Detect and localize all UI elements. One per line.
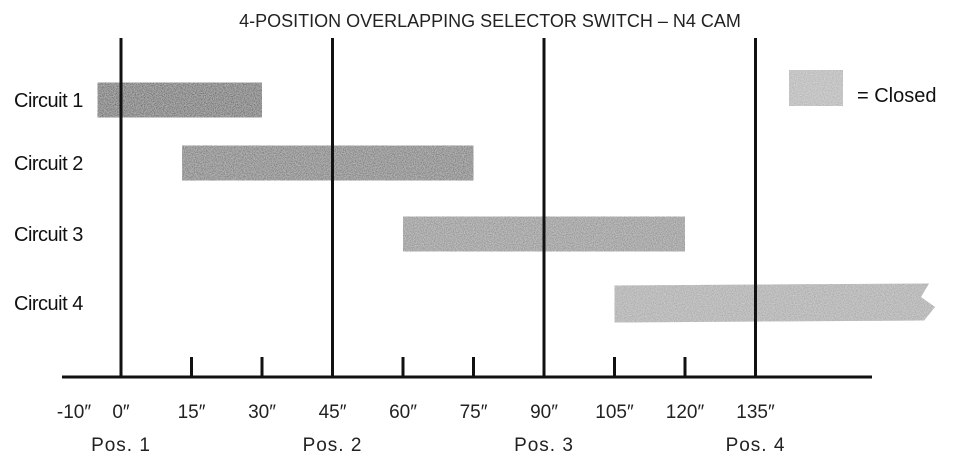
x-tick-label-9: 120″ <box>666 402 705 423</box>
circuit-label-2: Circuit 2 <box>14 153 83 175</box>
x-tick-label-5: 60″ <box>389 402 417 423</box>
x-tick-label-4: 45″ <box>319 402 347 423</box>
position-label-1: Pos. 1 <box>91 435 151 456</box>
x-tick-label-3: 30″ <box>248 402 276 423</box>
x-tick-label-1: 0″ <box>112 402 130 423</box>
circuit-bars <box>97 82 935 323</box>
x-tick-label-0: -10″ <box>57 402 91 423</box>
circuit-label-1: Circuit 1 <box>14 90 83 112</box>
legend-swatch <box>789 70 843 106</box>
legend: = Closed <box>789 70 937 107</box>
circuit-bar-1 <box>97 82 262 118</box>
circuit-label-4: Circuit 4 <box>14 293 83 315</box>
position-label-3: Pos. 3 <box>514 435 574 456</box>
circuit-bar-4 <box>614 283 935 323</box>
x-tick-label-7: 90″ <box>530 402 558 423</box>
position-lines: Pos. 1 Pos. 2 Pos. 3 Pos. 4 <box>91 38 786 456</box>
legend-label: = Closed <box>857 85 937 107</box>
position-label-2: Pos. 2 <box>303 435 363 456</box>
x-tick-label-2: 15″ <box>178 402 206 423</box>
circuit-labels: Circuit 1 Circuit 2 Circuit 3 Circuit 4 <box>14 90 84 315</box>
position-label-4: Pos. 4 <box>726 435 786 456</box>
x-tick-label-6: 75″ <box>460 402 488 423</box>
x-axis: -10″ 0″ 15″ 30″ 45″ 60″ 75″ 90″ 105″ 120″ 135″ <box>57 357 872 423</box>
chart-title: 4-POSITION OVERLAPPING SELECTOR SWITCH –… <box>239 11 741 31</box>
circuit-bar-2 <box>182 145 474 181</box>
circuit-label-3: Circuit 3 <box>14 224 83 246</box>
x-tick-label-10: 135″ <box>736 402 775 423</box>
x-tick-label-8: 105″ <box>595 402 634 423</box>
